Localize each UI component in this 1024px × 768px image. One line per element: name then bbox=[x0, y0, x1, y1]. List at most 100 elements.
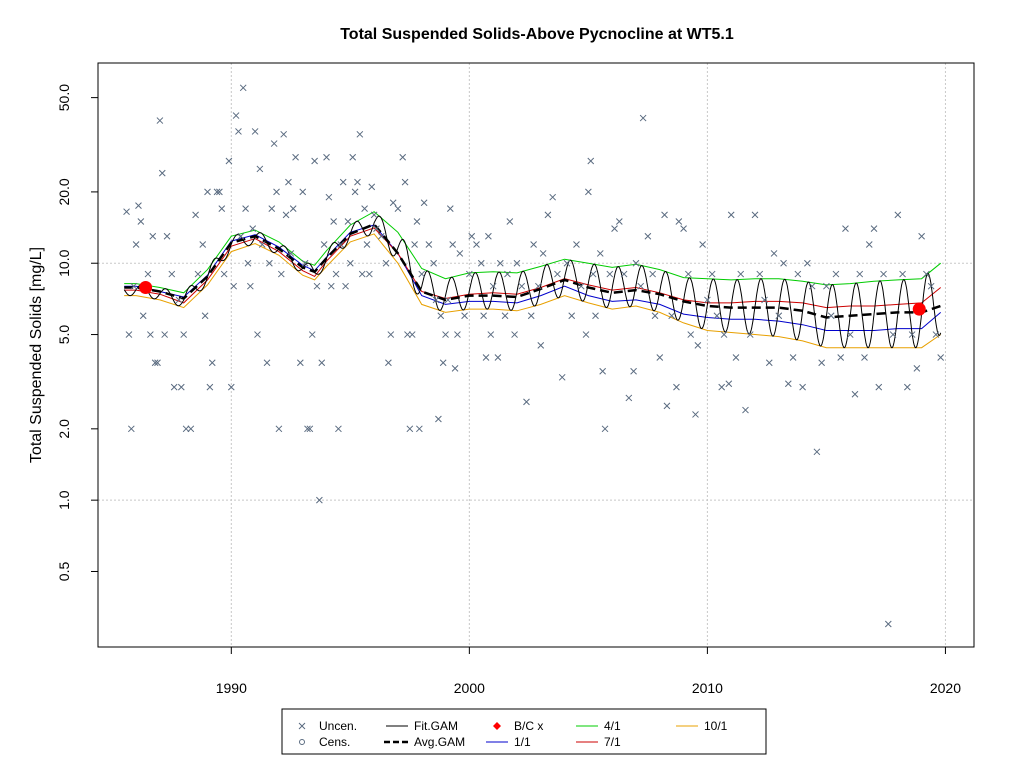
observation-point bbox=[144, 270, 152, 278]
observation-point bbox=[832, 270, 840, 278]
observation-point bbox=[408, 331, 416, 338]
observation-point bbox=[389, 199, 397, 207]
observation-point bbox=[482, 354, 490, 361]
legend-label: B/C x bbox=[514, 719, 543, 733]
observation-point bbox=[332, 270, 340, 278]
observation-point bbox=[182, 425, 190, 433]
observation-point bbox=[125, 331, 133, 338]
observation-point bbox=[485, 232, 492, 240]
observation-point bbox=[451, 364, 459, 372]
observation-point bbox=[311, 157, 318, 165]
observation-point bbox=[870, 225, 878, 232]
observation-point bbox=[637, 282, 645, 290]
observation-point bbox=[330, 218, 338, 225]
observation-point bbox=[606, 270, 614, 278]
grid bbox=[98, 63, 974, 647]
legend-label: Uncen. bbox=[319, 719, 357, 733]
observation-point bbox=[308, 331, 316, 338]
observation-point bbox=[192, 211, 199, 219]
observation-point bbox=[277, 270, 285, 278]
legend-item: 7/1 bbox=[576, 735, 621, 749]
observation-point bbox=[913, 364, 921, 372]
observation-point bbox=[489, 282, 497, 290]
legend-label: Fit.GAM bbox=[414, 719, 458, 733]
observation-point bbox=[894, 211, 902, 219]
series-oct-line bbox=[124, 233, 941, 349]
observation-point bbox=[592, 312, 599, 320]
observation-point bbox=[746, 331, 754, 338]
observation-point bbox=[908, 331, 916, 338]
observation-point bbox=[585, 188, 592, 196]
observation-point bbox=[237, 232, 245, 240]
observation-point bbox=[337, 241, 345, 248]
observation-point bbox=[827, 312, 835, 320]
legend-x-marker bbox=[298, 722, 306, 730]
observation-point bbox=[285, 178, 292, 186]
observation-point bbox=[775, 312, 783, 320]
observation-point bbox=[861, 354, 868, 361]
observation-point bbox=[599, 367, 607, 375]
observation-point bbox=[804, 259, 811, 267]
observation-point bbox=[473, 241, 480, 248]
observation-point bbox=[765, 359, 773, 367]
observation-point bbox=[287, 250, 295, 257]
observation-point bbox=[518, 282, 526, 290]
observation-point bbox=[668, 312, 676, 320]
observation-point bbox=[225, 157, 233, 165]
observation-point bbox=[865, 241, 873, 248]
observation-point bbox=[932, 331, 940, 338]
y-tick-label: 20.0 bbox=[56, 178, 72, 205]
observation-point bbox=[694, 342, 702, 349]
observation-point bbox=[232, 112, 240, 119]
observation-point bbox=[620, 270, 628, 278]
legend-item: Cens. bbox=[299, 735, 350, 749]
observation-point bbox=[175, 296, 183, 304]
observation-point bbox=[732, 354, 740, 361]
legend-item: Uncen. bbox=[298, 719, 357, 733]
observation-point bbox=[227, 383, 235, 391]
observation-point bbox=[813, 448, 821, 456]
observation-point bbox=[416, 425, 423, 433]
observation-point bbox=[394, 205, 402, 212]
legend-label: Cens. bbox=[319, 735, 350, 749]
observation-point bbox=[335, 425, 342, 433]
observation-point bbox=[537, 342, 545, 349]
observation-point bbox=[163, 232, 171, 240]
observation-point bbox=[789, 354, 797, 361]
observation-point bbox=[177, 383, 185, 391]
observation-point bbox=[644, 232, 652, 240]
legend-label: 1/1 bbox=[514, 735, 531, 749]
observation-point bbox=[263, 359, 271, 367]
observation-point bbox=[268, 205, 276, 212]
observation-point bbox=[301, 259, 309, 267]
observation-point bbox=[751, 211, 759, 219]
observation-point bbox=[684, 270, 692, 278]
observation-point bbox=[430, 259, 437, 267]
observation-point bbox=[299, 188, 307, 196]
observation-point bbox=[296, 359, 304, 367]
observation-point bbox=[220, 270, 228, 278]
y-axis: 0.5 1.0 2.0 5.0 10.0 20.0 50.0 bbox=[56, 84, 98, 581]
observation-point bbox=[725, 380, 733, 388]
observation-point bbox=[413, 218, 421, 225]
observation-point bbox=[344, 218, 352, 225]
observation-point bbox=[918, 232, 925, 240]
observation-point bbox=[270, 140, 278, 147]
observation-point bbox=[137, 218, 145, 225]
legend-label: Avg.GAM bbox=[414, 735, 465, 749]
observation-point bbox=[927, 282, 935, 290]
observation-point bbox=[149, 232, 157, 240]
x-tick-label: 2010 bbox=[692, 680, 723, 696]
observation-point bbox=[316, 496, 323, 504]
observation-point bbox=[549, 193, 557, 201]
observation-point bbox=[856, 270, 864, 278]
observation-point bbox=[661, 211, 668, 219]
observation-point bbox=[596, 250, 604, 257]
observation-point bbox=[468, 232, 476, 240]
bc-points bbox=[139, 280, 926, 316]
observation-point bbox=[156, 117, 164, 124]
observation-point bbox=[366, 270, 373, 278]
observation-point bbox=[587, 157, 595, 165]
observation-point bbox=[151, 359, 159, 367]
observation-point bbox=[123, 208, 130, 216]
